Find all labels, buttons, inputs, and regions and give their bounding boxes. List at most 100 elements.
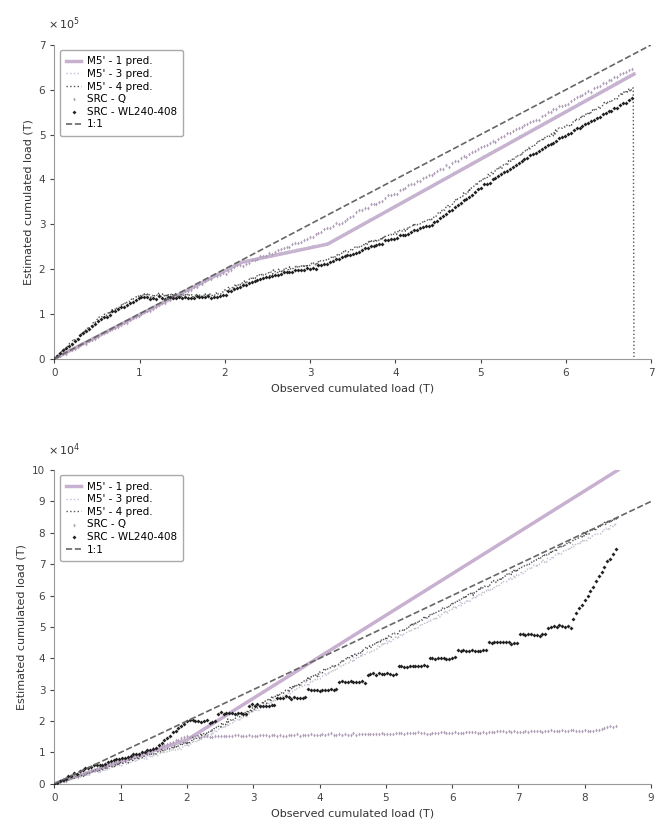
SRC - Q [461, 150, 472, 164]
SRC - WL240-408 [362, 241, 373, 255]
SRC - Q [551, 724, 562, 737]
SRC - WL240-408 [461, 192, 472, 205]
SRC - Q [615, 68, 625, 81]
Line: M5' - 4 pred.: M5' - 4 pred. [54, 88, 634, 358]
SRC - Q [348, 726, 359, 740]
SRC - WL240-408 [84, 322, 95, 336]
SRC - Q [156, 739, 167, 752]
SRC - WL240-408 [270, 268, 280, 281]
Y-axis label: Estimated cumulated load (T): Estimated cumulated load (T) [23, 119, 33, 285]
SRC - WL240-408 [576, 599, 587, 612]
SRC - Q [307, 230, 318, 243]
SRC - Q [114, 753, 125, 767]
SRC - WL240-408 [207, 716, 217, 729]
SRC - Q [333, 217, 344, 230]
SRC - Q [266, 728, 277, 741]
SRC - WL240-408 [540, 628, 551, 641]
SRC - WL240-408 [391, 231, 402, 245]
SRC - Q [557, 99, 568, 112]
SRC - Q [297, 728, 308, 741]
SRC - Q [371, 197, 382, 210]
SRC - Q [568, 723, 579, 736]
SRC - Q [571, 90, 582, 104]
SRC - Q [623, 63, 634, 77]
SRC - Q [182, 730, 193, 743]
SRC - WL240-408 [191, 290, 202, 303]
SRC - WL240-408 [464, 644, 474, 657]
SRC - WL240-408 [365, 239, 376, 252]
SRC - WL240-408 [86, 760, 97, 773]
SRC - Q [537, 725, 548, 738]
SRC - Q [246, 729, 257, 742]
SRC - Q [502, 126, 513, 139]
SRC - WL240-408 [182, 715, 193, 728]
SRC - Q [229, 729, 240, 742]
SRC - Q [178, 731, 189, 744]
SRC - Q [337, 728, 348, 741]
SRC - Q [441, 159, 452, 172]
SRC - Q [104, 324, 115, 337]
SRC - WL240-408 [290, 264, 301, 277]
SRC - Q [289, 728, 299, 741]
SRC - WL240-408 [100, 757, 111, 771]
SRC - Q [226, 264, 237, 277]
SRC - WL240-408 [249, 275, 260, 288]
SRC - WL240-408 [154, 290, 164, 303]
SRC - WL240-408 [49, 352, 60, 365]
SRC - Q [606, 73, 617, 87]
SRC - WL240-408 [464, 190, 474, 204]
SRC - Q [466, 726, 477, 739]
SRC - WL240-408 [512, 636, 523, 650]
SRC - WL240-408 [371, 239, 382, 252]
SRC - WL240-408 [292, 691, 303, 705]
SRC - Q [200, 275, 211, 288]
SRC - WL240-408 [368, 666, 378, 680]
M5' - 4 pred. [409, 620, 417, 630]
SRC - Q [173, 733, 184, 746]
SRC - WL240-408 [551, 620, 562, 633]
SRC - Q [252, 730, 263, 743]
SRC - Q [461, 726, 472, 739]
SRC - WL240-408 [618, 97, 629, 110]
SRC - WL240-408 [306, 683, 317, 696]
SRC - Q [621, 65, 631, 78]
SRC - WL240-408 [503, 635, 514, 649]
SRC - WL240-408 [478, 178, 489, 191]
SRC - Q [562, 98, 573, 111]
SRC - WL240-408 [562, 128, 573, 141]
SRC - Q [236, 729, 246, 742]
SRC - Q [292, 727, 303, 741]
SRC - WL240-408 [433, 651, 444, 665]
SRC - WL240-408 [77, 763, 88, 777]
SRC - Q [537, 109, 548, 123]
SRC - Q [87, 333, 97, 347]
SRC - WL240-408 [502, 164, 513, 178]
SRC - Q [196, 730, 207, 743]
SRC - WL240-408 [455, 196, 466, 210]
SRC - Q [255, 249, 266, 262]
SRC - WL240-408 [574, 121, 585, 134]
SRC - Q [426, 169, 437, 182]
M5' - 3 pred. [50, 353, 58, 363]
SRC - Q [351, 205, 362, 219]
SRC - WL240-408 [90, 317, 101, 331]
SRC - WL240-408 [519, 152, 530, 165]
SRC - WL240-408 [264, 271, 274, 284]
Legend: M5' - 1 pred., M5' - 3 pred., M5' - 4 pred., SRC - Q, SRC - WL240-408, 1:1: M5' - 1 pred., M5' - 3 pred., M5' - 4 pr… [60, 475, 183, 561]
SRC - Q [450, 154, 460, 167]
SRC - Q [376, 726, 387, 740]
SRC - WL240-408 [63, 769, 74, 782]
SRC - WL240-408 [99, 311, 109, 324]
SRC - WL240-408 [393, 659, 404, 672]
SRC - WL240-408 [238, 279, 248, 292]
SRC - Q [81, 337, 92, 351]
SRC - Q [585, 724, 596, 737]
SRC - Q [501, 726, 511, 739]
SRC - WL240-408 [571, 122, 582, 135]
SRC - Q [380, 192, 391, 205]
SRC - WL240-408 [588, 114, 599, 127]
SRC - Q [165, 294, 176, 307]
SRC - WL240-408 [246, 697, 257, 711]
SRC - Q [354, 204, 364, 217]
SRC - WL240-408 [595, 110, 605, 124]
